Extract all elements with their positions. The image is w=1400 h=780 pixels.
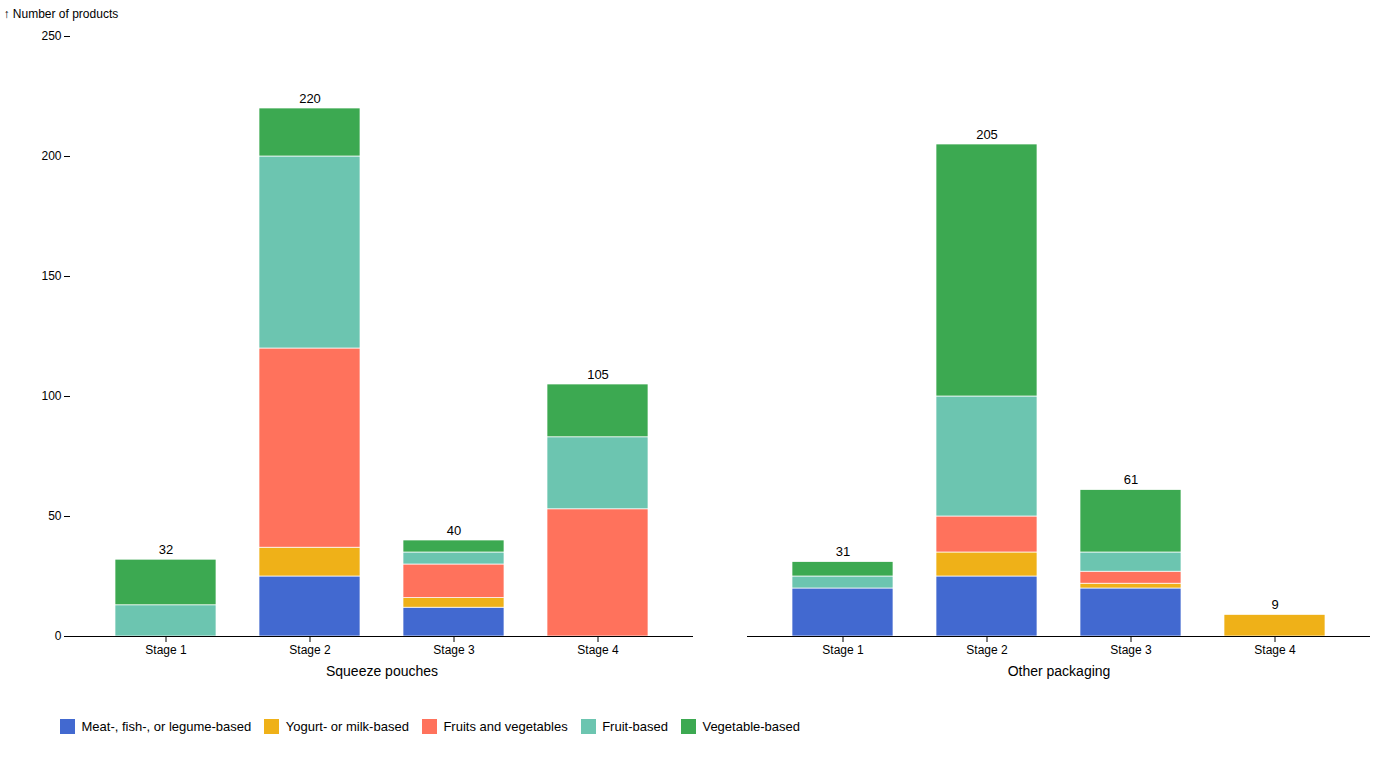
svg-text:Squeeze pouches: Squeeze pouches: [326, 663, 438, 679]
svg-text:Stage 3: Stage 3: [433, 643, 475, 657]
svg-text:100: 100: [41, 389, 61, 403]
html-text:Fruit-based: Fruit-based: [602, 719, 668, 734]
svg-text:200: 200: [41, 149, 61, 163]
svg-text:105: 105: [587, 367, 609, 382]
html-text:Fruits and vegetables: Fruits and vegetables: [443, 719, 568, 734]
svg-text:Stage 2: Stage 2: [289, 643, 331, 657]
svg-text:50: 50: [48, 509, 62, 523]
svg-text:Stage 4: Stage 4: [1254, 643, 1296, 657]
svg-text:Stage 1: Stage 1: [822, 643, 864, 657]
svg-text:205: 205: [976, 127, 998, 142]
svg-text:Stage 2: Stage 2: [966, 643, 1008, 657]
svg-text:↑ Number of products: ↑ Number of products: [4, 7, 119, 21]
svg-text:Stage 1: Stage 1: [145, 643, 187, 657]
svg-text:250: 250: [41, 29, 61, 43]
svg-text:220: 220: [299, 91, 321, 106]
html-text:Meat-, fish-, or legume-based: Meat-, fish-, or legume-based: [81, 719, 252, 734]
svg-text:31: 31: [836, 544, 850, 559]
html-text:Yogurt- or milk-based: Yogurt- or milk-based: [285, 719, 409, 734]
svg-text:32: 32: [159, 542, 173, 557]
svg-text:0: 0: [55, 629, 62, 643]
svg-text:Other packaging: Other packaging: [1008, 663, 1111, 679]
svg-text:61: 61: [1124, 472, 1138, 487]
svg-text:Stage 4: Stage 4: [577, 643, 619, 657]
svg-text:9: 9: [1271, 597, 1278, 612]
svg-text:150: 150: [41, 269, 61, 283]
svg-text:40: 40: [447, 523, 461, 538]
html-text:Vegetable-based: Vegetable-based: [702, 719, 800, 734]
svg-text:Stage 3: Stage 3: [1110, 643, 1152, 657]
